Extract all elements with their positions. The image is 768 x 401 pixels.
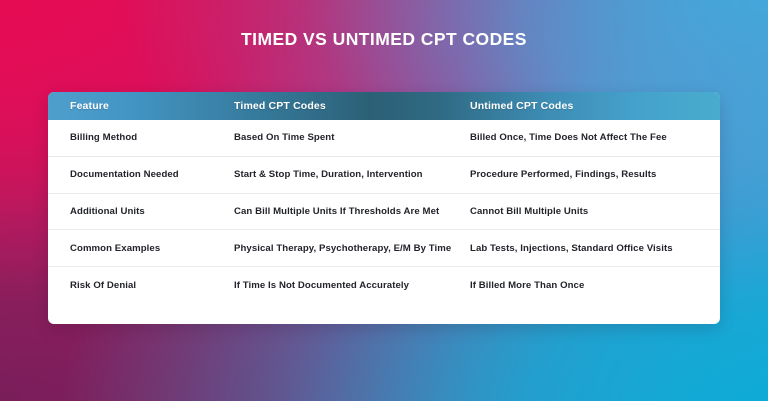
cell-feature: Risk Of Denial	[70, 280, 137, 292]
cell-untimed-cpt-code: Billed Once, Time Does Not Affect The Fe…	[470, 132, 667, 144]
table-row: Risk Of Denial If Time Is Not Documented…	[48, 267, 720, 304]
column-header-untimed-cpt-codes: Untimed CPT Codes	[470, 100, 574, 112]
cell-untimed-cpt-code: If Billed More Than Once	[470, 280, 585, 292]
table-row: Additional Units Can Bill Multiple Units…	[48, 194, 720, 231]
cell-feature: Billing Method	[70, 132, 138, 144]
cell-untimed-cpt-code: Cannot Bill Multiple Units	[470, 205, 589, 217]
cell-timed-cpt-code: Start & Stop Time, Duration, Interventio…	[234, 169, 423, 181]
cell-timed-cpt-code: Can Bill Multiple Units If Thresholds Ar…	[234, 205, 440, 217]
table-header-row: Feature Timed CPT Codes Untimed CPT Code…	[48, 92, 720, 120]
page-title: TIMED VS UNTIMED CPT CODES	[241, 29, 527, 49]
column-header-timed-cpt-codes: Timed CPT Codes	[234, 100, 326, 112]
cell-untimed-cpt-code: Procedure Performed, Findings, Results	[470, 169, 657, 181]
cell-feature: Common Examples	[70, 242, 161, 254]
table-row: Common Examples Physical Therapy, Psycho…	[48, 230, 720, 268]
cell-timed-cpt-code: Based On Time Spent	[234, 132, 335, 144]
cell-timed-cpt-code: Physical Therapy, Psychotherapy, E/M By …	[234, 242, 452, 254]
table-row: Documentation Needed Start & Stop Time, …	[48, 157, 720, 194]
cell-feature: Additional Units	[70, 205, 145, 217]
cell-timed-cpt-code: If Time Is Not Documented Accurately	[234, 280, 410, 292]
comparison-table-card: Feature Timed CPT Codes Untimed CPT Code…	[48, 92, 720, 324]
cell-feature: Documentation Needed	[70, 169, 179, 181]
column-header-feature: Feature	[70, 100, 109, 112]
table-row: Billing Method Based On Time Spent Bille…	[48, 120, 720, 157]
table-body: Billing Method Based On Time Spent Bille…	[48, 120, 720, 304]
cell-untimed-cpt-code: Lab Tests, Injections, Standard Office V…	[470, 242, 673, 254]
